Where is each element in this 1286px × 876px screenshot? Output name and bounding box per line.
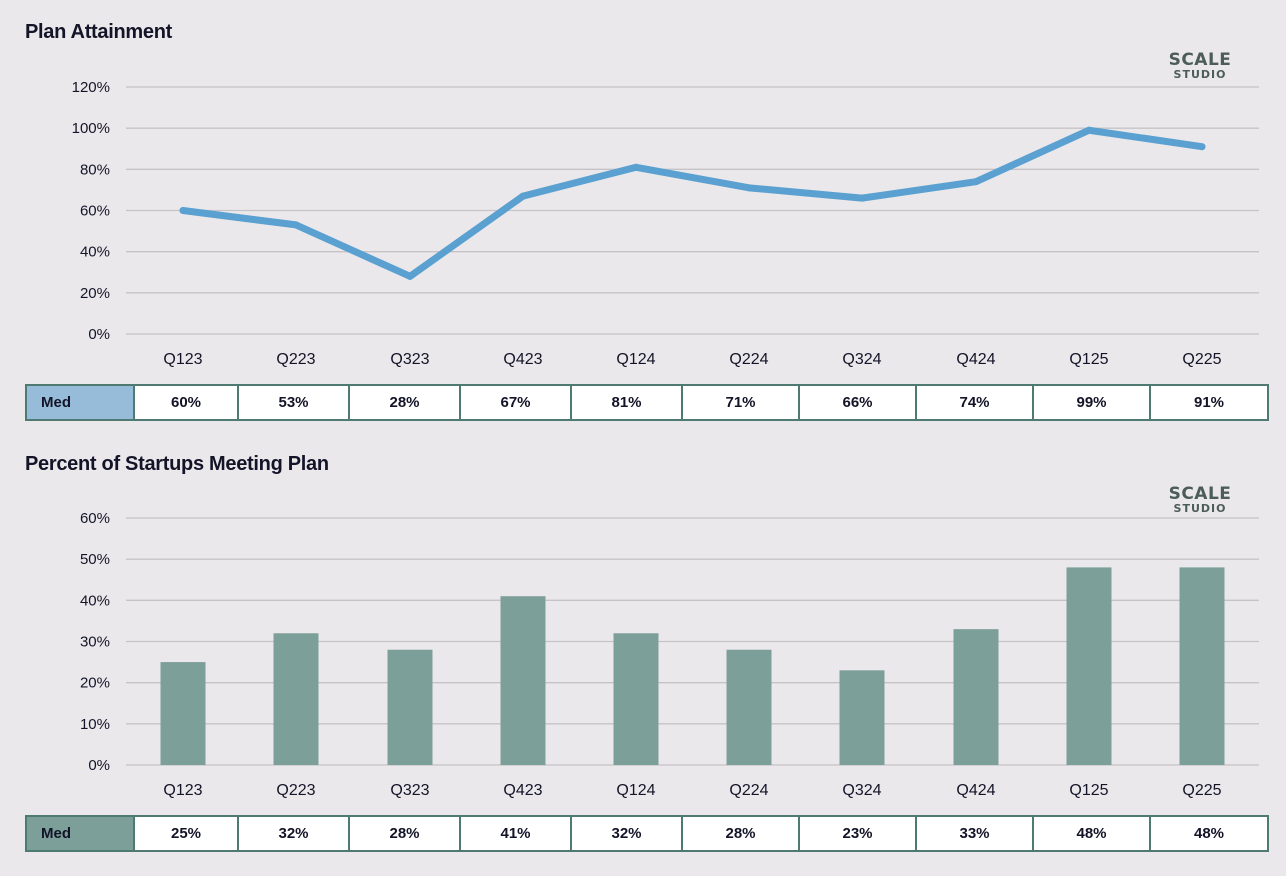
chart2-cell: 48% bbox=[1032, 815, 1151, 852]
chart2-xtick-label: Q124 bbox=[616, 782, 655, 799]
chart1-data-point bbox=[972, 178, 980, 186]
chart2-xtick-label: Q224 bbox=[729, 782, 768, 799]
startups-meeting-plan-chart: 0% 10% 20% 30% 40% 50% 60% Q123 Q223 Q323 Q423 Q124… bbox=[80, 510, 1259, 799]
chart2-bar bbox=[953, 629, 999, 765]
chart1-data-point bbox=[1085, 126, 1093, 134]
chart1-xtick-label: Q123 bbox=[163, 351, 202, 368]
chart2-bar bbox=[500, 596, 546, 765]
chart1-cell: 67% bbox=[459, 384, 572, 421]
chart2-cell: 48% bbox=[1149, 815, 1269, 852]
chart2-bar bbox=[160, 662, 206, 765]
chart2-ytick-label: 40% bbox=[80, 592, 110, 609]
chart2-cell: 28% bbox=[348, 815, 461, 852]
chart1-cell: 71% bbox=[681, 384, 800, 421]
chart1-xtick-label: Q223 bbox=[276, 351, 315, 368]
chart1-cell: 60% bbox=[133, 384, 239, 421]
chart2-cell: 41% bbox=[459, 815, 572, 852]
chart2-xtick-label: Q225 bbox=[1182, 782, 1221, 799]
chart1-xtick-label: Q124 bbox=[616, 351, 655, 368]
chart1-xtick-label: Q423 bbox=[503, 351, 542, 368]
chart2-xtick-label: Q423 bbox=[503, 782, 542, 799]
scale-studio-logo: SCALE STUDIO bbox=[1160, 50, 1240, 81]
chart1-xtick-label: Q324 bbox=[842, 351, 881, 368]
chart1-ytick-label: 20% bbox=[80, 285, 110, 302]
chart1-ytick-label: 60% bbox=[80, 203, 110, 220]
chart1-ytick-label: 80% bbox=[80, 161, 110, 178]
chart1-data-table: Med 60% 53% 28% 67% 81% 71% 66% 74% 99% … bbox=[25, 384, 1269, 421]
chart2-bar bbox=[613, 633, 659, 765]
plan-attainment-chart: 0% 20% 40% 60% 80% 100% 120% Q123 Q223 Q323 Q423 Q1… bbox=[72, 79, 1259, 368]
chart1-cell: 91% bbox=[1149, 384, 1269, 421]
chart1-data-point bbox=[406, 272, 414, 280]
chart2-bar bbox=[839, 670, 885, 765]
chart2-bar bbox=[387, 649, 433, 765]
chart1-ytick-label: 100% bbox=[72, 120, 110, 137]
chart1-ytick-label: 40% bbox=[80, 244, 110, 261]
chart1-xtick-label: Q225 bbox=[1182, 351, 1221, 368]
chart2-ytick-label: 0% bbox=[88, 757, 110, 774]
chart2-xtick-label: Q123 bbox=[163, 782, 202, 799]
chart2-cell: 23% bbox=[798, 815, 917, 852]
chart2-xtick-label: Q125 bbox=[1069, 782, 1108, 799]
chart2-xtick-label: Q424 bbox=[956, 782, 995, 799]
scale-studio-logo: SCALE STUDIO bbox=[1160, 484, 1240, 515]
chart2-xtick-label: Q324 bbox=[842, 782, 881, 799]
chart2-table-row: Med 25% 32% 28% 41% 32% 28% 23% 33% 48% … bbox=[25, 815, 1269, 852]
chart2-cell: 32% bbox=[570, 815, 683, 852]
chart2-xtick-label: Q223 bbox=[276, 782, 315, 799]
chart2-bar bbox=[1066, 567, 1112, 765]
chart1-xtick-label: Q424 bbox=[956, 351, 995, 368]
chart1-cell: 28% bbox=[348, 384, 461, 421]
logo-line1: SCALE bbox=[1168, 484, 1232, 504]
chart1-cell: 74% bbox=[915, 384, 1034, 421]
chart2-bar bbox=[1179, 567, 1225, 765]
chart1-xtick-label: Q323 bbox=[390, 351, 429, 368]
chart1-xtick-label: Q125 bbox=[1069, 351, 1108, 368]
chart1-cell: 81% bbox=[570, 384, 683, 421]
chart2-ytick-label: 60% bbox=[80, 510, 110, 527]
chart2-ytick-label: 10% bbox=[80, 716, 110, 733]
chart1-data-point bbox=[745, 184, 753, 192]
chart1-series-line bbox=[179, 126, 1206, 280]
chart2-data-table: Med 25% 32% 28% 41% 32% 28% 23% 33% 48% … bbox=[25, 815, 1269, 852]
chart2-ytick-label: 50% bbox=[80, 551, 110, 568]
chart1-data-point bbox=[519, 192, 527, 200]
chart2-bar bbox=[273, 633, 319, 765]
chart1-ytick-label: 120% bbox=[72, 79, 110, 96]
chart1-data-point bbox=[632, 163, 640, 171]
logo-line1: SCALE bbox=[1168, 50, 1232, 70]
chart2-xtick-label: Q323 bbox=[390, 782, 429, 799]
chart1-xtick-label: Q224 bbox=[729, 351, 768, 368]
chart1-data-point bbox=[1198, 143, 1206, 151]
chart2-cell: 28% bbox=[681, 815, 800, 852]
chart1-row-label: Med bbox=[25, 384, 135, 421]
chart2-title: Percent of Startups Meeting Plan bbox=[25, 453, 329, 475]
chart1-data-point bbox=[858, 194, 866, 202]
chart2-row-label: Med bbox=[25, 815, 135, 852]
chart1-table-row: Med 60% 53% 28% 67% 81% 71% 66% 74% 99% … bbox=[25, 384, 1269, 421]
chart1-cell: 99% bbox=[1032, 384, 1151, 421]
chart2-ytick-label: 20% bbox=[80, 675, 110, 692]
logo-line2: STUDIO bbox=[1173, 68, 1227, 81]
logo-line2: STUDIO bbox=[1173, 502, 1227, 515]
chart1-data-point bbox=[292, 221, 300, 229]
chart2-ytick-label: 30% bbox=[80, 634, 110, 651]
chart2-bar bbox=[726, 649, 772, 765]
chart1-title: Plan Attainment bbox=[25, 21, 172, 43]
chart2-cell: 32% bbox=[237, 815, 350, 852]
chart1-ytick-label: 0% bbox=[88, 326, 110, 343]
chart2-cell: 25% bbox=[133, 815, 239, 852]
chart1-data-point bbox=[179, 207, 187, 214]
chart1-cell: 53% bbox=[237, 384, 350, 421]
chart2-cell: 33% bbox=[915, 815, 1034, 852]
chart1-cell: 66% bbox=[798, 384, 917, 421]
